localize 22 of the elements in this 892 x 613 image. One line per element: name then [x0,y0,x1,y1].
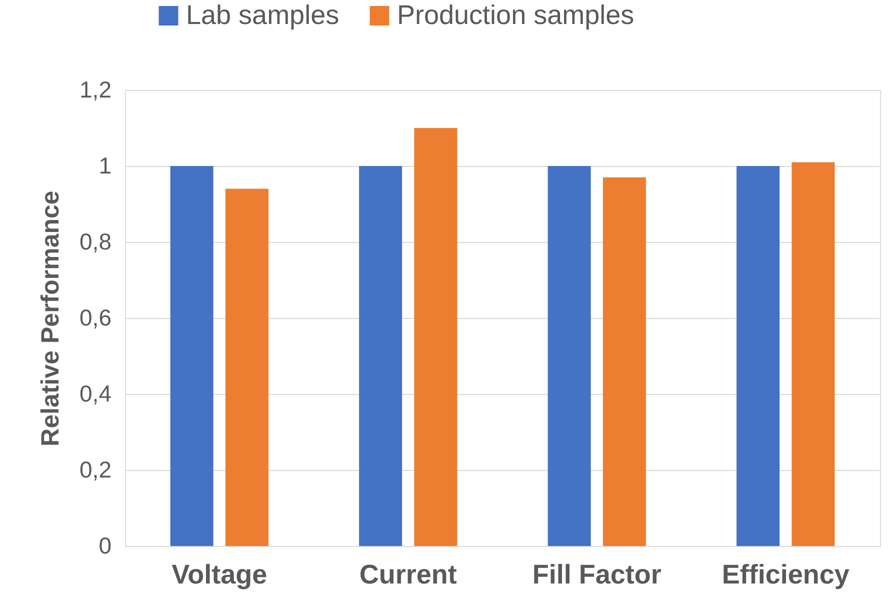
legend-label: Lab samples [186,0,340,30]
bar [736,166,780,546]
x-tick-label: Voltage [172,560,268,590]
bar [414,128,458,546]
y-tick-label: 1 [98,152,112,178]
x-tick-label: Current [359,560,457,590]
y-tick-label: 0,8 [80,228,112,254]
y-tick-label: 0,4 [80,380,112,406]
bar [225,188,268,546]
y-tick-label: 0 [98,532,112,558]
y-tick-label: 1,2 [80,76,112,102]
bar [792,162,835,546]
bar [359,166,402,546]
x-tick-label: Fill Factor [532,560,662,590]
y-tick-label: 0,2 [80,456,112,482]
y-axis-title: Relative Performance [36,190,65,446]
bar [602,177,646,546]
y-tick-label: 0,6 [80,304,112,330]
legend-label: Production samples [397,0,634,30]
bar [170,166,214,546]
x-tick-label: Efficiency [722,560,850,590]
bar [548,166,591,546]
